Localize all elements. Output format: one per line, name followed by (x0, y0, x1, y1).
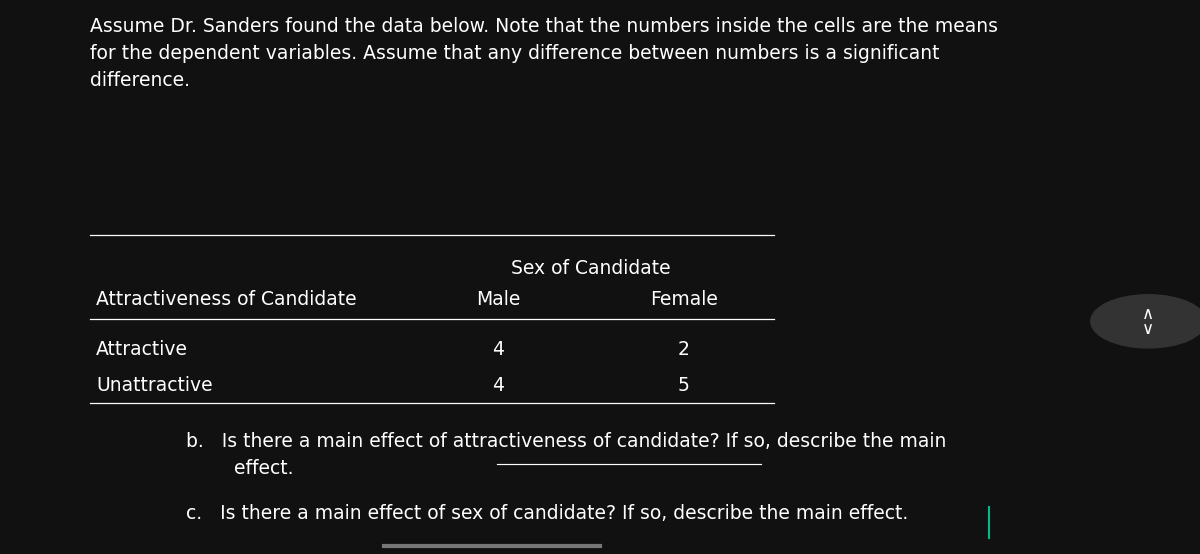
Text: 2: 2 (678, 340, 690, 358)
Text: Attractive: Attractive (96, 340, 188, 358)
Circle shape (1091, 295, 1200, 348)
Text: Male: Male (476, 290, 520, 309)
Text: 4: 4 (492, 340, 504, 358)
Text: b.   Is there a main effect of attractiveness of candidate? If so, describe the : b. Is there a main effect of attractiven… (186, 432, 947, 478)
Text: Unattractive: Unattractive (96, 376, 212, 394)
Text: Sex of Candidate: Sex of Candidate (511, 259, 671, 278)
Text: Female: Female (650, 290, 718, 309)
Text: ∧: ∧ (1142, 305, 1154, 322)
Text: ∨: ∨ (1142, 320, 1154, 338)
Text: c.   Is there a main effect of sex of candidate? If so, describe the main effect: c. Is there a main effect of sex of cand… (186, 504, 908, 523)
Text: Attractiveness of Candidate: Attractiveness of Candidate (96, 290, 356, 309)
Text: 4: 4 (492, 376, 504, 394)
Text: Assume Dr. Sanders found the data below. Note that the numbers inside the cells : Assume Dr. Sanders found the data below.… (90, 17, 998, 90)
Text: 5: 5 (678, 376, 690, 394)
